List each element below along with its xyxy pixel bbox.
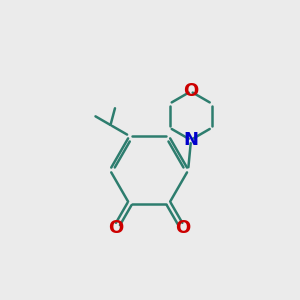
Text: N: N: [183, 131, 198, 149]
Text: O: O: [183, 82, 198, 100]
Text: O: O: [175, 219, 190, 237]
Text: O: O: [108, 219, 124, 237]
